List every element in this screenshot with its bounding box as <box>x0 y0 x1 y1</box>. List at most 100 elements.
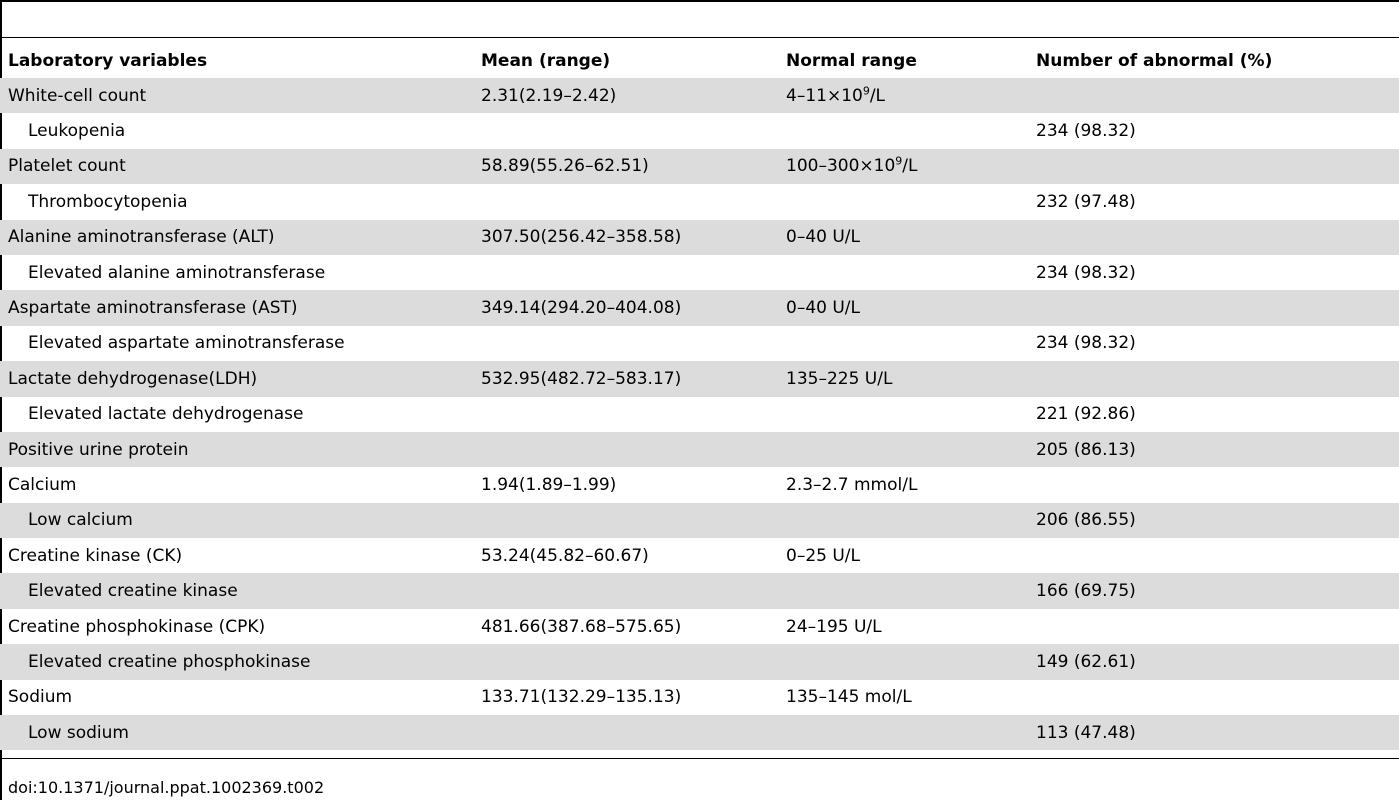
normal-range-text: 4–11×10 <box>786 85 863 106</box>
cell-variable: Aspartate aminotransferase (AST) <box>0 290 473 326</box>
cell-mean-range: 58.89(55.26–62.51) <box>473 148 778 185</box>
cell-number-abnormal <box>1028 219 1399 255</box>
cell-normal-range: 135–225 U/L <box>778 361 1028 397</box>
table-row: Sodium 133.71(132.29–135.13) 135–145 mol/L <box>0 680 1399 715</box>
cell-variable: Alanine aminotransferase (ALT) <box>0 219 473 255</box>
table-row: Elevated creatine kinase 166 (69.75) <box>0 573 1399 609</box>
cell-number-abnormal: 166 (69.75) <box>1028 573 1399 609</box>
cell-mean-range: 133.71(132.29–135.13) <box>481 687 682 708</box>
header-rule <box>0 37 1399 38</box>
cell-normal-range: 0–40 U/L <box>778 219 1028 255</box>
cell-number-abnormal <box>1028 148 1399 185</box>
cell-mean-range <box>473 573 778 609</box>
header-normal-range: Normal range <box>786 51 917 71</box>
cell-number-abnormal: 234 (98.32) <box>1036 121 1136 142</box>
cell-variable: Creatine phosphokinase (CPK) <box>8 616 266 637</box>
cell-variable: Low sodium <box>0 715 473 751</box>
cell-variable: White-cell count <box>0 78 473 114</box>
cell-number-abnormal <box>1028 680 1399 715</box>
normal-range-unit: /L <box>869 85 886 106</box>
cell-variable: Elevated creatine kinase <box>0 573 473 609</box>
table-header-row: Laboratory variables Mean (range) Normal… <box>0 44 1399 78</box>
cell-variable: Elevated lactate dehydrogenase <box>28 404 304 425</box>
cell-normal-range: 2.3–2.7 mmol/L <box>778 467 1028 502</box>
cell-normal-range: 0–25 U/L <box>778 538 1028 573</box>
cell-mean-range: 481.66(387.68–575.65) <box>481 616 682 637</box>
cell-number-abnormal: 234 (98.32) <box>1036 262 1136 283</box>
cell-normal-range <box>778 255 1028 290</box>
cell-variable: Elevated alanine aminotransferase <box>28 262 326 283</box>
cell-number-abnormal: 149 (62.61) <box>1028 644 1399 680</box>
cell-normal-range: 100–300×109/L <box>778 148 1028 185</box>
cell-variable: Elevated creatine phosphokinase <box>0 644 473 680</box>
cell-variable: Leukopenia <box>28 121 126 142</box>
cell-variable: Platelet count <box>0 148 473 185</box>
cell-variable: Creatine kinase (CK) <box>8 545 183 566</box>
cell-normal-range: 24–195 U/L <box>778 609 1028 644</box>
normal-range-text: 100–300×10 <box>786 156 896 177</box>
cell-mean-range: 307.50(256.42–358.58) <box>473 219 778 255</box>
cell-normal-range <box>778 573 1028 609</box>
cell-mean-range <box>473 255 778 290</box>
table-row: Low calcium 206 (86.55) <box>0 502 1399 539</box>
bottom-rule <box>0 758 1399 759</box>
cell-mean-range <box>473 644 778 680</box>
cell-mean-range <box>473 715 778 751</box>
cell-variable: Thrombocytopenia <box>28 191 188 212</box>
normal-range-text: 135–225 U/L <box>786 368 893 389</box>
cell-normal-range <box>778 184 1028 219</box>
laboratory-table: Laboratory variables Mean (range) Normal… <box>0 44 1399 751</box>
cell-normal-range <box>778 644 1028 680</box>
cell-number-abnormal: 232 (97.48) <box>1036 191 1136 212</box>
cell-variable: Elevated aspartate aminotransferase <box>28 333 345 354</box>
cell-number-abnormal: 206 (86.55) <box>1028 502 1399 539</box>
table-row: Low sodium 113 (47.48) <box>0 715 1399 751</box>
header-mean-range: Mean (range) <box>481 51 611 71</box>
cell-number-abnormal <box>1028 361 1399 397</box>
table-row: Leukopenia 234 (98.32) <box>0 113 1399 148</box>
cell-mean-range <box>473 431 778 468</box>
cell-normal-range <box>778 715 1028 751</box>
cell-variable: Lactate dehydrogenase(LDH) <box>0 361 473 397</box>
header-number-abnormal: Number of abnormal (%) <box>1036 51 1273 71</box>
table-row: Lactate dehydrogenase(LDH) 532.95(482.72–… <box>0 361 1399 397</box>
table-row: Elevated aspartate aminotransferase 234 (… <box>0 326 1399 361</box>
normal-range-text: 2.3–2.7 mmol/L <box>786 474 918 495</box>
cell-number-abnormal: 221 (92.86) <box>1036 404 1136 425</box>
cell-variable: Sodium <box>8 687 73 708</box>
normal-range-exponent: 9 <box>895 154 903 168</box>
cell-number-abnormal <box>1028 609 1399 644</box>
table-row: Calcium 1.94(1.89–1.99) 2.3–2.7 mmol/L <box>0 467 1399 502</box>
cell-number-abnormal <box>1028 538 1399 573</box>
normal-range-text: 0–40 U/L <box>786 227 860 248</box>
cell-number-abnormal: 234 (98.32) <box>1036 333 1136 354</box>
table-row: Platelet count 58.89(55.26–62.51) 100–300×… <box>0 148 1399 185</box>
table-row: Aspartate aminotransferase (AST) 349.14(2… <box>0 290 1399 326</box>
header-laboratory-variables: Laboratory variables <box>8 51 208 71</box>
cell-number-abnormal <box>1028 467 1399 502</box>
normal-range-exponent: 9 <box>862 84 870 98</box>
cell-number-abnormal <box>1028 78 1399 114</box>
cell-normal-range <box>778 113 1028 148</box>
cell-mean-range <box>473 397 778 432</box>
cell-normal-range <box>778 397 1028 432</box>
table-row: Positive urine protein 205 (86.13) <box>0 431 1399 468</box>
normal-range-text: 24–195 U/L <box>786 616 882 637</box>
cell-mean-range <box>473 113 778 148</box>
cell-mean-range: 532.95(482.72–583.17) <box>473 361 778 397</box>
table-row: White-cell count 2.31(2.19–2.42) 4–11×109/… <box>0 78 1399 114</box>
table-body: White-cell count 2.31(2.19–2.42) 4–11×109/… <box>0 78 1399 751</box>
cell-mean-range: 53.24(45.82–60.67) <box>481 545 649 566</box>
top-rule <box>0 0 1399 2</box>
cell-mean-range <box>473 502 778 539</box>
cell-normal-range <box>778 326 1028 361</box>
cell-number-abnormal <box>1028 290 1399 326</box>
cell-variable: Low calcium <box>0 502 473 539</box>
cell-mean-range: 349.14(294.20–404.08) <box>473 290 778 326</box>
table-row: Elevated creatine phosphokinase 149 (62.6… <box>0 644 1399 680</box>
cell-variable: Calcium <box>8 474 77 495</box>
cell-mean-range: 2.31(2.19–2.42) <box>473 78 778 114</box>
cell-number-abnormal: 205 (86.13) <box>1028 431 1399 468</box>
cell-normal-range: 4–11×109/L <box>778 78 1028 114</box>
